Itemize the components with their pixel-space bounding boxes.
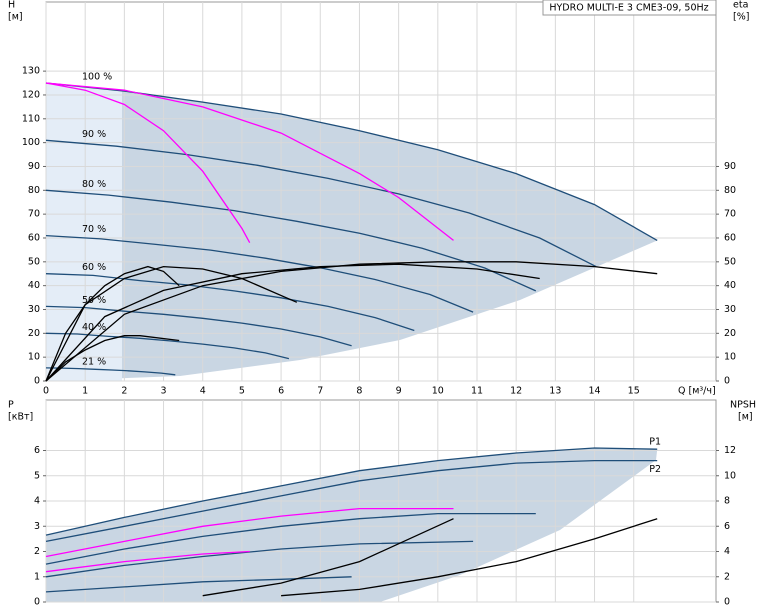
x-tick-label: 0 (43, 386, 49, 397)
curve (45, 540, 474, 578)
y-tick-label: 3 (34, 521, 40, 532)
curve-label: 40 % (82, 322, 106, 333)
y2-tick-label: 80 (724, 185, 736, 196)
y2-tick-label: 12 (724, 445, 736, 456)
curve (281, 518, 658, 597)
x-tick-label: 9 (396, 386, 402, 397)
chart-title: HYDRO MULTI-E 3 CME3-09, 50Hz (549, 3, 708, 14)
curve-label: 100 % (82, 72, 112, 83)
x-tick-label: 12 (510, 386, 522, 397)
curve (202, 518, 454, 597)
curve (45, 512, 536, 565)
curve (45, 335, 180, 382)
curve (45, 459, 658, 543)
y2-label: eta (733, 0, 748, 11)
curve-label: 70 % (82, 224, 106, 235)
x-tick-label: 13 (549, 386, 561, 397)
y-tick-label: 80 (28, 185, 40, 196)
curve (45, 507, 454, 558)
y-tick-label: 5 (34, 470, 40, 481)
curve (45, 82, 454, 241)
y2-tick-label: 0 (724, 376, 730, 387)
y2-tick-label: 0 (724, 597, 730, 608)
curve (45, 263, 540, 382)
curve (45, 139, 597, 268)
y-tick-label: 70 (28, 209, 40, 220)
y2-label-unit: [м] (738, 412, 753, 423)
y2-tick-label: 60 (724, 232, 736, 243)
y2-tick-label: 90 (724, 161, 736, 172)
y2-tick-label: 70 (724, 209, 736, 220)
curve (45, 305, 352, 347)
curve (45, 265, 180, 382)
x-tick-label: 8 (356, 386, 362, 397)
curve-label: 80 % (82, 179, 106, 190)
curve-label: 21 % (82, 356, 106, 367)
x-tick-label: 5 (239, 386, 245, 397)
y-tick-label: 10 (28, 352, 40, 363)
y-tick-label: 130 (22, 66, 40, 77)
y2-tick-label: 8 (724, 496, 730, 507)
y-tick-label: 60 (28, 232, 40, 243)
y-tick-label: 4 (34, 496, 40, 507)
y-tick-label: 20 (28, 328, 40, 339)
y-tick-label: 0 (34, 597, 40, 608)
curve (45, 367, 176, 376)
x-tick-label: 14 (588, 386, 600, 397)
curve (45, 576, 352, 593)
y2-tick-label: 50 (724, 256, 736, 267)
y2-label-unit: [%] (733, 12, 749, 23)
curve-label: 50 % (82, 295, 106, 306)
operating-area (46, 447, 658, 602)
title-box (542, 0, 717, 16)
y2-label: NPSH (730, 400, 756, 411)
curve (45, 261, 658, 382)
y-tick-label: 30 (28, 304, 40, 315)
y-tick-label: 100 (22, 137, 40, 148)
y2-tick-label: 2 (724, 571, 730, 582)
y-tick-label: 0 (34, 376, 40, 387)
y2-tick-label: 30 (724, 304, 736, 315)
y2-tick-label: 20 (724, 328, 736, 339)
y2-tick-label: 10 (724, 470, 736, 481)
y-label-unit: [м] (8, 12, 23, 23)
y2-tick-label: 10 (724, 352, 736, 363)
x-tick-label: 1 (82, 386, 88, 397)
x-tick-label: 2 (121, 386, 127, 397)
curve (45, 82, 251, 244)
curve (45, 447, 658, 536)
y-tick-label: 2 (34, 546, 40, 557)
x-tick-label: 4 (200, 386, 206, 397)
y-tick-label: 6 (34, 445, 40, 456)
x-tick-label: 11 (471, 386, 483, 397)
x-tick-label: 10 (432, 386, 444, 397)
y-tick-label: 40 (28, 280, 40, 291)
y-tick-label: 110 (22, 113, 40, 124)
curve (45, 234, 474, 313)
x-tick-label: 3 (161, 386, 167, 397)
x-tick-label: 7 (317, 386, 323, 397)
y-tick-label: 1 (34, 571, 40, 582)
y-tick-label: 90 (28, 161, 40, 172)
y2-tick-label: 4 (724, 546, 730, 557)
x-label: Q [м³/ч] (678, 386, 716, 397)
curve (45, 550, 250, 573)
y-tick-label: 120 (22, 89, 40, 100)
curve (45, 82, 658, 241)
x-tick-label: 15 (628, 386, 640, 397)
x-tick-label: 6 (278, 386, 284, 397)
y-tick-label: 50 (28, 256, 40, 267)
curve-label: P2 (649, 464, 661, 475)
curve-label: P1 (649, 437, 661, 448)
y-label: P (8, 400, 14, 411)
y2-tick-label: 40 (724, 280, 736, 291)
curve (45, 273, 415, 332)
y-label-unit: [кВт] (8, 412, 33, 423)
y-label: H (8, 0, 15, 11)
curve-label: 60 % (82, 262, 106, 273)
y2-tick-label: 6 (724, 521, 730, 532)
curve-label: 90 % (82, 129, 106, 140)
